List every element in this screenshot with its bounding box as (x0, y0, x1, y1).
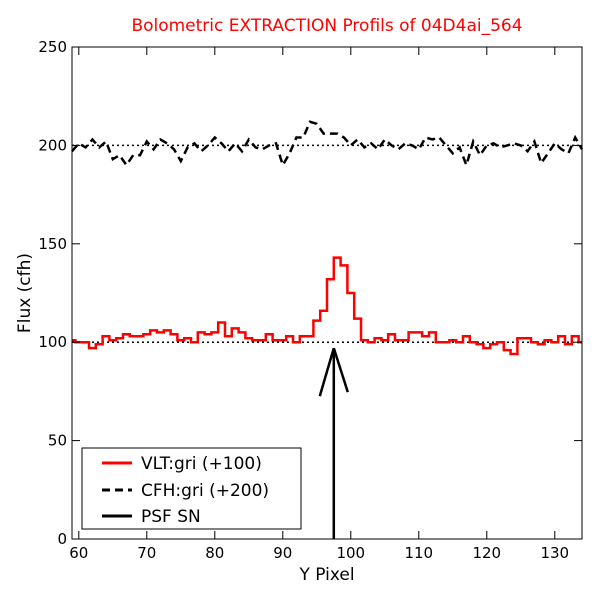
y-axis-label: Flux (cfh) (15, 253, 35, 333)
legend-label-vlt: VLT:gri (+100) (141, 454, 262, 474)
x-axis-label: Y Pixel (298, 565, 354, 585)
x-tick-label-60: 60 (69, 544, 88, 562)
psf-arrow-head-left (318, 347, 335, 397)
x-tick-label-90: 90 (273, 544, 292, 562)
axis-ticks (72, 46, 582, 540)
tick-labels: 60 70 80 90 100 110 120 130 0 50 100 150 200 250 (38, 38, 569, 562)
y-tick-label-100: 100 (38, 333, 67, 351)
y-tick-label-250: 250 (38, 38, 67, 56)
y-tick-label-0: 0 (57, 530, 67, 548)
y-tick-label-50: 50 (48, 432, 67, 450)
psf-arrow-head-right (332, 347, 349, 393)
legend: VLT:gri (+100) CFH:gri (+200) PSF SN (81, 447, 302, 530)
series-cfh-gri (71, 120, 584, 170)
y-tick-label-200: 200 (38, 136, 67, 154)
x-tick-label-120: 120 (472, 544, 501, 562)
chart-title: Bolometric EXTRACTION Profils of 04D4ai_… (131, 16, 522, 36)
y-tick-label-150: 150 (38, 235, 67, 253)
plot-frame (71, 46, 583, 540)
x-tick-label-110: 110 (404, 544, 433, 562)
series-layer (71, 120, 584, 539)
legend-label-cfh: CFH:gri (+200) (141, 481, 269, 501)
legend-label-psf: PSF SN (141, 507, 201, 527)
series-vlt-gri (72, 256, 582, 356)
x-tick-label-80: 80 (205, 544, 224, 562)
x-tick-label-130: 130 (540, 544, 569, 562)
x-tick-label-100: 100 (336, 544, 365, 562)
x-tick-label-70: 70 (137, 544, 156, 562)
